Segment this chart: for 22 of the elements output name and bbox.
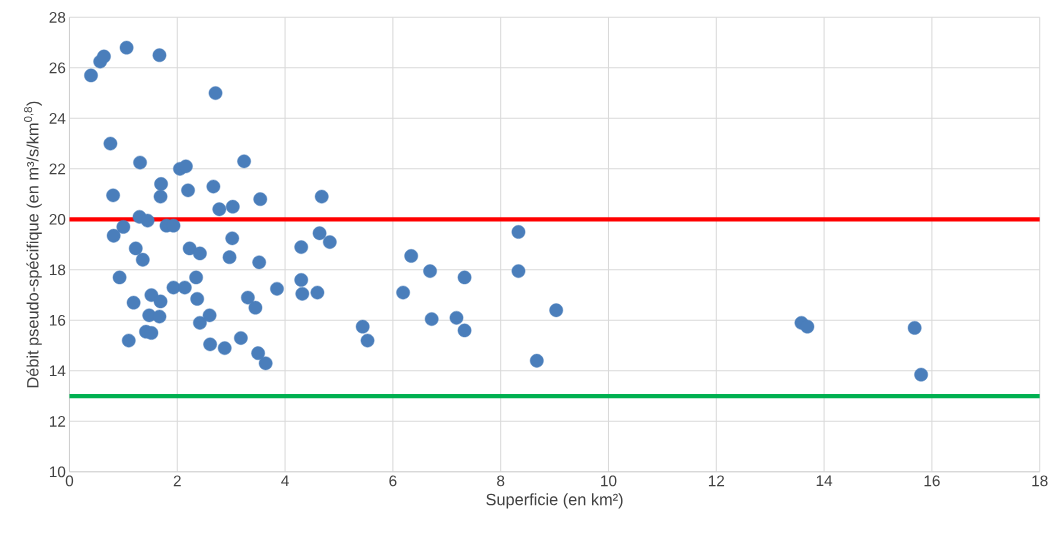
x-tick-label: 14 xyxy=(816,475,833,486)
x-tick-label: 4 xyxy=(281,475,289,486)
y-tick-label: 14 xyxy=(49,365,66,376)
y-tick-label: 26 xyxy=(49,62,66,74)
x-tick-label: 6 xyxy=(389,475,397,487)
y-tick-label: 18 xyxy=(49,264,66,276)
x-tick-label: 16 xyxy=(924,475,940,487)
x-tick-label: 0 xyxy=(65,475,74,487)
x-tick-label: 18 xyxy=(1032,475,1048,487)
y-tick-label: 16 xyxy=(49,314,66,326)
x-tick-label: 12 xyxy=(708,475,725,486)
x-tick-label: 10 xyxy=(601,475,617,487)
x-tick-label: 8 xyxy=(497,475,505,487)
y-axis-title: Débit pseudo-spécifique (en m³/s/km$^{0,8}$) xyxy=(24,101,42,388)
y-tick-label: 10 xyxy=(49,466,66,478)
y-tick-label: 22 xyxy=(49,163,66,175)
y-tick-label: 28 xyxy=(49,11,66,23)
x-tick-label: 2 xyxy=(173,475,181,486)
y-tick-label: 20 xyxy=(49,213,66,225)
y-tick-label: 24 xyxy=(49,112,66,124)
y-tick-label: 12 xyxy=(49,415,66,427)
x-axis-title: Superficie (en km²) xyxy=(486,493,623,509)
